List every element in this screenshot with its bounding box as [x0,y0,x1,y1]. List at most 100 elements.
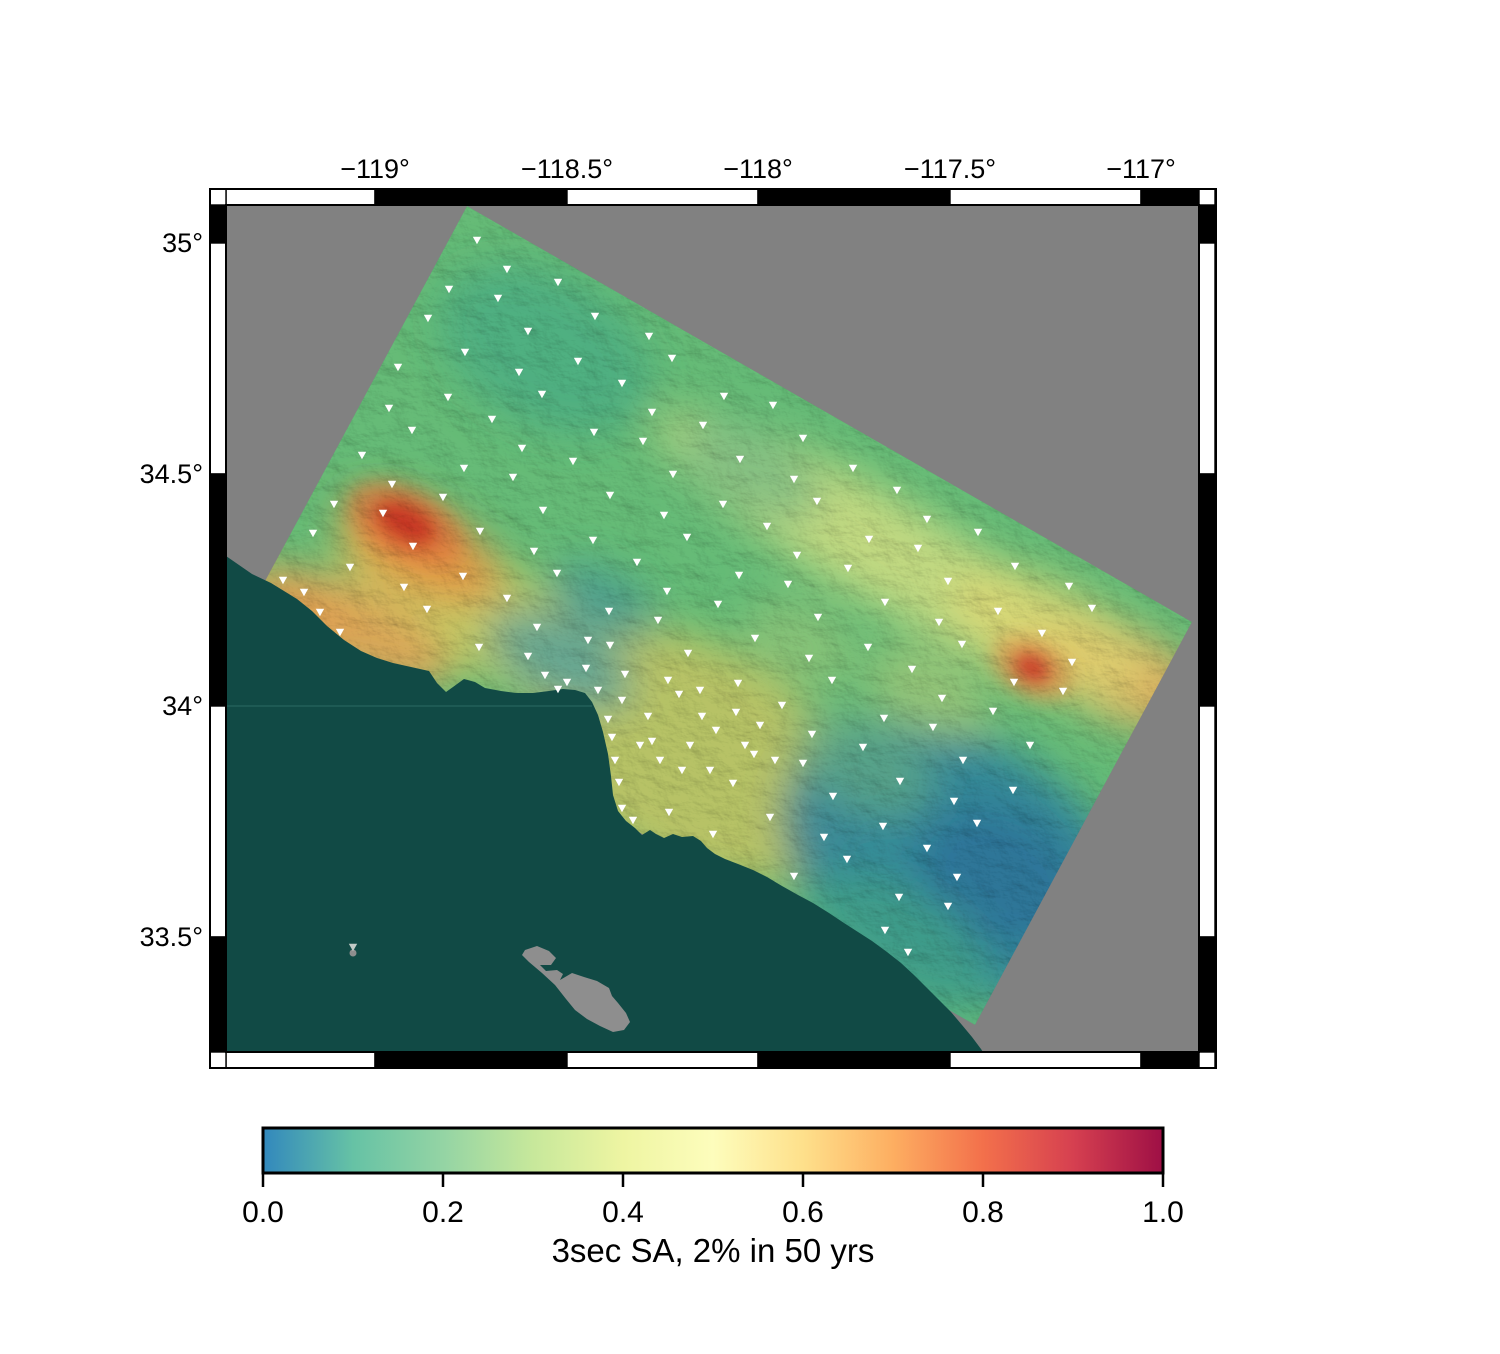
station-marker [880,926,890,935]
frame-segment [1198,204,1216,244]
station-marker [638,437,648,446]
station-marker [614,778,624,787]
frame-outer-outline [209,188,1217,1069]
station-marker [662,587,672,596]
station-marker [958,756,968,765]
station-marker [643,712,653,721]
station-marker [1058,687,1068,696]
frame-segment [1198,936,1216,1053]
frame-segment [374,1051,568,1069]
hazard-anomaly [791,707,933,817]
station-marker [728,779,738,788]
station-marker [514,368,524,377]
frame-inner-outline [225,204,1200,1053]
colorbar-tick-label: 0.8 [962,1196,1004,1229]
frame-segment [949,1051,1142,1069]
station-marker [807,730,817,739]
station-marker [949,797,959,806]
station-marker [952,873,962,882]
station-marker [475,527,485,536]
station-marker [734,571,744,580]
station-marker [813,613,823,622]
frame-segment [566,1051,759,1069]
station-marker [685,741,695,750]
station-marker [698,421,708,430]
station-marker [735,455,745,464]
station-marker [892,486,902,495]
station-marker [532,623,542,632]
frame-segment [1140,188,1200,206]
map-frame [209,188,1217,1069]
station-marker [472,236,482,245]
station-marker [537,390,547,399]
frame-segment [1140,1051,1200,1069]
station-marker [568,457,578,466]
station-marker [617,696,627,705]
station-marker [792,551,802,560]
station-marker [770,756,780,765]
station-marker [907,665,917,674]
colorbar-title: 3sec SA, 2% in 50 yrs [552,1232,875,1269]
longitude-tick-label: −118° [723,154,793,184]
station-marker [664,808,674,817]
colorbar: 0.0 0.2 0.4 0.6 0.8 1.0 3sec SA, 2% in 50 yrs [242,1126,1184,1269]
station-marker [1010,562,1020,571]
station-marker [581,664,591,673]
frame-segment [374,188,568,206]
station-marker [653,616,663,625]
station-marker [573,357,583,366]
station-marker [755,721,765,730]
latitude-tick-label: 34° [162,691,203,721]
station-marker [508,473,518,482]
station-marker [357,451,367,460]
station-marker [617,379,627,388]
frame-segment [1198,242,1216,475]
frame-segment [1198,705,1216,938]
station-marker [749,750,759,759]
station-marker [553,278,563,287]
station-marker [789,475,799,484]
station-marker [617,804,627,813]
station-marker [705,766,715,775]
frame-corner [1198,1051,1216,1069]
station-marker [647,408,657,417]
frame-segment [209,204,227,244]
station-marker [407,426,417,435]
station-marker [762,522,772,531]
station-marker [683,649,693,658]
station-marker [655,756,665,765]
frame-segment [209,473,227,707]
station-marker [667,354,677,363]
hazard-anomaly [744,597,856,687]
station-marker [682,533,692,542]
santa-barbara-island [349,949,357,957]
hazard-anomaly [677,418,823,522]
station-marker [880,598,890,607]
station-marker [668,470,678,479]
station-marker [943,577,953,586]
station-marker [459,464,469,473]
station-marker [988,707,998,716]
frame-segment [209,936,227,1053]
station-marker [493,294,503,303]
colorbar-tick-label: 0.6 [782,1196,824,1229]
frame-segment [1198,473,1216,707]
station-marker [858,743,868,752]
station-marker [1087,604,1097,613]
station-marker [972,819,982,828]
station-marker [1008,786,1018,795]
station-marker [663,676,673,685]
station-marker [740,741,750,750]
latitude-tick-label: 33.5° [140,922,203,952]
longitude-tick-label: −119° [340,154,410,184]
station-marker [620,670,630,679]
station-marker [1009,678,1019,687]
station-marker [487,415,497,424]
station-marker [443,393,453,402]
station-marker [922,515,932,524]
station-marker [502,265,512,274]
ocean [226,556,983,1052]
station-marker [1037,629,1047,638]
station-marker [937,694,947,703]
station-marker [348,943,358,952]
